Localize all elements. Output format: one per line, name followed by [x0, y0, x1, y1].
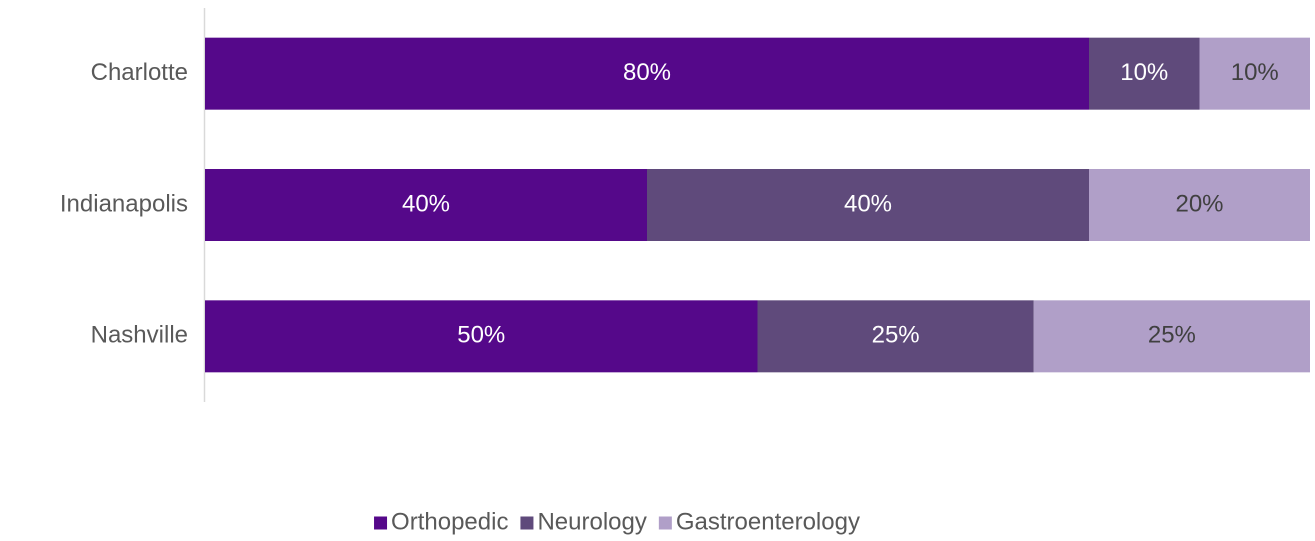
legend-swatch [520, 516, 534, 530]
legend-label: Gastroenterology [676, 508, 860, 535]
data-label: 10% [1231, 59, 1279, 86]
bar-segment [205, 37, 1089, 110]
y-tick-label: Charlotte [91, 59, 188, 86]
bar-segment [1089, 37, 1200, 110]
legend: Orthopedic Neurology Gastroenterology [374, 508, 860, 535]
data-label: 10% [1120, 59, 1168, 86]
data-label: 20% [1175, 190, 1223, 217]
y-tick-label: Indianapolis [60, 190, 188, 217]
legend-swatch [374, 516, 388, 530]
bar-segment [205, 300, 758, 373]
data-label: 50% [457, 322, 505, 349]
data-label: 25% [872, 322, 920, 349]
bar-segment [647, 169, 1089, 241]
legend-label: Orthopedic [391, 508, 508, 535]
bar-segment [1033, 300, 1310, 373]
data-label: 80% [623, 59, 671, 86]
y-tick-label: Nashville [91, 322, 188, 349]
legend-label: Neurology [537, 508, 646, 535]
bar-segment [205, 169, 647, 241]
data-label: 25% [1148, 322, 1196, 349]
bar-segment [757, 300, 1034, 373]
bar-segment [1199, 37, 1310, 110]
bar-segment [1089, 169, 1310, 241]
data-label: 40% [402, 190, 450, 217]
legend-swatch [658, 516, 672, 530]
data-label: 40% [844, 190, 892, 217]
